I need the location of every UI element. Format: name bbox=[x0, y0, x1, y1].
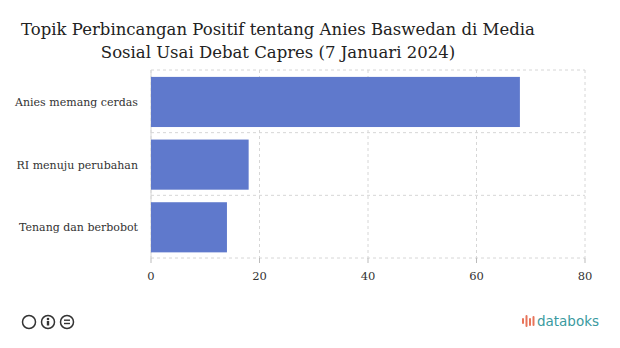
logo-mark bbox=[522, 318, 524, 324]
source-label: databoks bbox=[537, 313, 599, 329]
license-icon-detail bbox=[47, 318, 50, 321]
title: Topik Perbincangan Positif tentang Anies… bbox=[21, 20, 535, 62]
license-icon-detail bbox=[64, 320, 70, 321]
license-icon bbox=[23, 316, 36, 329]
license-icons bbox=[23, 316, 74, 329]
bars bbox=[151, 77, 520, 252]
bar bbox=[151, 202, 227, 252]
bar bbox=[151, 77, 520, 127]
chart-svg: Topik Perbincangan Positif tentang Anies… bbox=[0, 0, 620, 348]
logo bbox=[522, 315, 535, 327]
logo-mark bbox=[529, 318, 531, 326]
tick-label: 60 bbox=[469, 269, 484, 283]
tick-mark bbox=[585, 258, 586, 263]
logo-mark bbox=[526, 315, 528, 327]
grid-line bbox=[585, 70, 586, 258]
band-line bbox=[151, 195, 585, 196]
tick-mark bbox=[368, 258, 369, 263]
tick-label: 0 bbox=[147, 269, 154, 283]
category-label: RI menuju perubahan bbox=[17, 159, 138, 172]
bar bbox=[151, 140, 249, 190]
category-label: Tenang dan berbobot bbox=[19, 221, 139, 234]
tick-mark bbox=[151, 258, 152, 263]
tick-label: 40 bbox=[361, 269, 376, 283]
tick-label: 80 bbox=[578, 269, 593, 283]
tick-mark bbox=[476, 258, 477, 263]
license-icon bbox=[42, 316, 55, 329]
tick-mark bbox=[259, 258, 260, 263]
grid bbox=[151, 70, 585, 258]
license-icon-detail bbox=[47, 321, 49, 326]
license-icon-detail bbox=[64, 323, 70, 324]
category-label: Anies memang cerdas bbox=[14, 96, 138, 109]
license-icon bbox=[61, 316, 74, 329]
tick-label: 20 bbox=[252, 269, 267, 283]
logo-mark bbox=[533, 316, 535, 326]
chart-container: Topik Perbincangan Positif tentang Anies… bbox=[0, 0, 620, 348]
